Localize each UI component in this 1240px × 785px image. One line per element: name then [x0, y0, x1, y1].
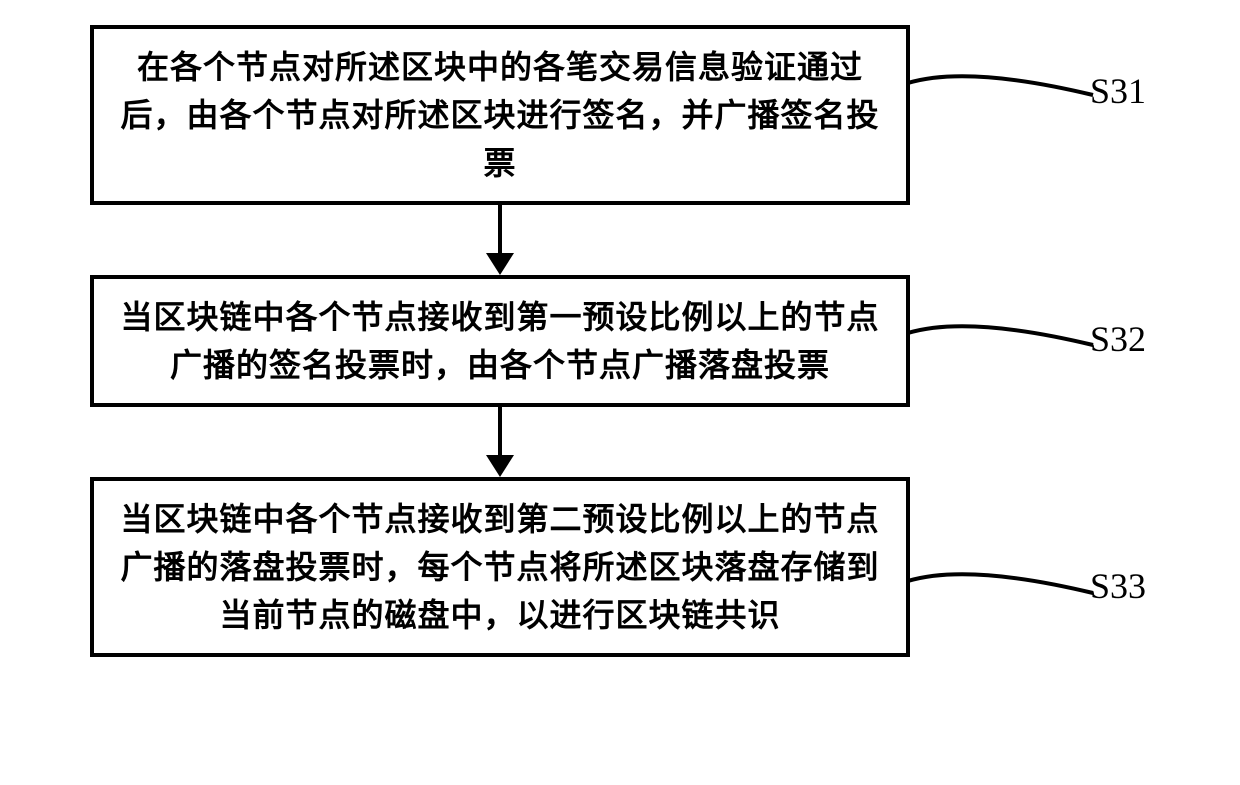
arrow-head-icon [486, 455, 514, 477]
flow-step-box: 当区块链中各个节点接收到第一预设比例以上的节点广播的签名投票时，由各个节点广播落… [90, 275, 910, 407]
arrow-line [498, 407, 502, 457]
flow-step-box: 在各个节点对所述区块中的各笔交易信息验证通过后，由各个节点对所述区块进行签名，并… [90, 25, 910, 205]
flow-arrow [90, 407, 910, 477]
flowchart-container: 在各个节点对所述区块中的各笔交易信息验证通过后，由各个节点对所述区块进行签名，并… [90, 25, 1150, 657]
flow-step-text: 当区块链中各个节点接收到第二预设比例以上的节点广播的落盘投票时，每个节点将所述区… [114, 495, 886, 639]
arrow-head-icon [486, 253, 514, 275]
step-label: S33 [1090, 565, 1146, 607]
flow-step-text: 在各个节点对所述区块中的各笔交易信息验证通过后，由各个节点对所述区块进行签名，并… [114, 43, 886, 187]
connector-line [908, 65, 1108, 125]
step-label: S31 [1090, 70, 1146, 112]
step-label: S32 [1090, 318, 1146, 360]
flow-step-text: 当区块链中各个节点接收到第一预设比例以上的节点广播的签名投票时，由各个节点广播落… [114, 293, 886, 389]
connector-line [908, 315, 1108, 375]
flow-arrow [90, 205, 910, 275]
arrow-line [498, 205, 502, 255]
connector-line [908, 563, 1108, 623]
flow-step-box: 当区块链中各个节点接收到第二预设比例以上的节点广播的落盘投票时，每个节点将所述区… [90, 477, 910, 657]
